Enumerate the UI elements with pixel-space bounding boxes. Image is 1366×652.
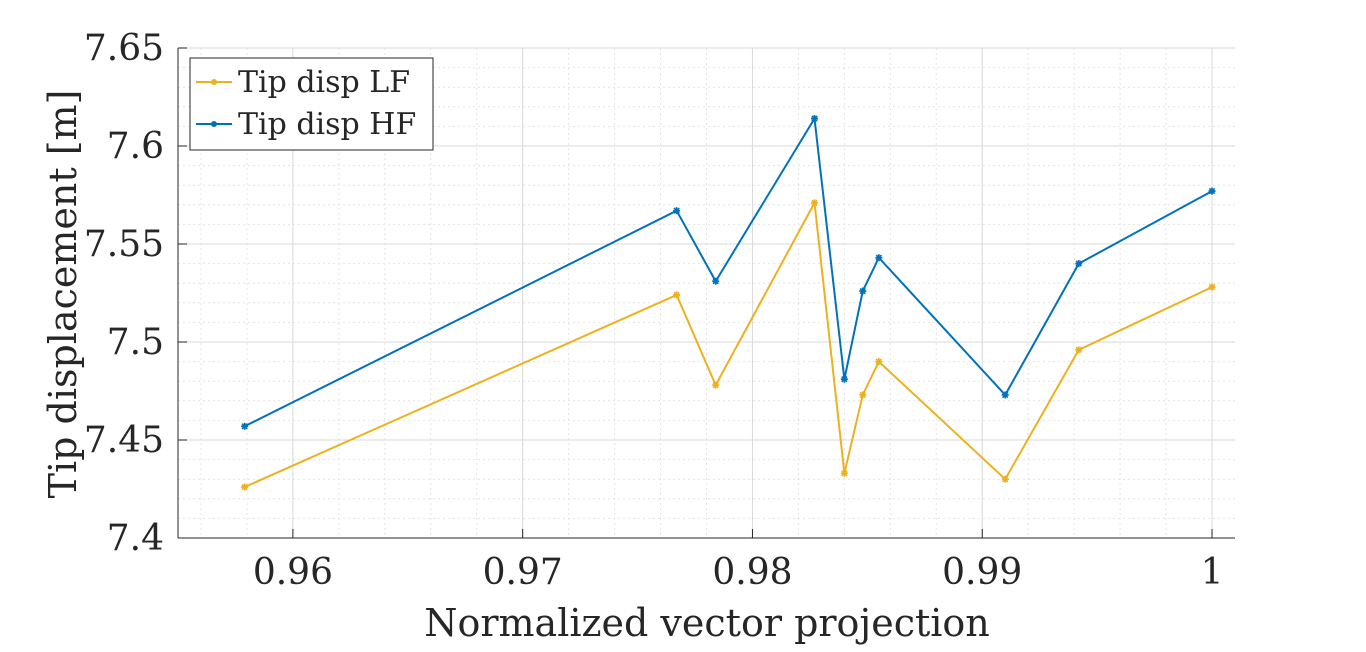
data-point [875, 358, 883, 366]
marker-stroke [673, 291, 680, 299]
marker-stroke [241, 483, 248, 491]
data-point [859, 287, 867, 295]
marker-stroke [841, 376, 848, 383]
legend-marker [211, 79, 217, 85]
marker-stroke [875, 254, 883, 261]
marker-stroke [811, 199, 818, 207]
legend-label: Tip disp LF [238, 65, 410, 100]
y-tick-label: 7.5 [107, 322, 164, 363]
data-point [241, 483, 249, 491]
data-point [673, 291, 681, 299]
data-point [712, 381, 720, 389]
marker-stroke [1075, 346, 1082, 354]
y-tick-label: 7.4 [107, 518, 164, 559]
data-point [875, 254, 883, 262]
x-tick-label: 1 [1201, 552, 1224, 593]
data-point [810, 199, 818, 207]
series-layer [241, 115, 1216, 491]
marker-stroke [1075, 260, 1082, 267]
marker-stroke [859, 391, 866, 399]
data-point [673, 207, 681, 215]
marker-stroke [1208, 283, 1216, 291]
y-tick-label: 7.55 [84, 224, 164, 265]
data-point [1001, 391, 1009, 399]
x-tick-label: 0.98 [712, 552, 792, 593]
data-point [712, 277, 720, 285]
marker-stroke [841, 470, 848, 477]
legend: Tip disp LF Tip disp HF [189, 57, 434, 151]
marker-stroke [875, 358, 883, 365]
y-tick-label: 7.45 [84, 420, 164, 461]
legend-box [189, 57, 434, 151]
x-axis-label: Normalized vector projection [424, 601, 990, 645]
marker-stroke [811, 115, 818, 122]
marker-stroke [712, 278, 719, 285]
data-point [1208, 283, 1216, 291]
marker-stroke [241, 423, 248, 430]
series-line-2 [244, 115, 1213, 428]
axes: 0.96 0.97 0.98 0.99 1 7.4 7.45 7.5 7.55 7.6 7.65 [84, 28, 1235, 593]
data-point [1075, 260, 1083, 268]
data-point [1075, 346, 1083, 354]
y-axis-label: Tip displacement [m] [41, 90, 85, 499]
marker-stroke [1002, 476, 1009, 483]
legend-item: Tip disp LF [196, 65, 410, 100]
marker-stroke [712, 381, 719, 389]
data-point [1001, 475, 1009, 483]
y-tick-label: 7.65 [84, 28, 164, 69]
data-point [810, 115, 818, 123]
x-tick-label: 0.97 [483, 552, 563, 593]
legend-label: Tip disp HF [238, 107, 416, 142]
marker-stroke [859, 287, 866, 295]
data-point [859, 391, 867, 399]
x-tick-label: 0.99 [942, 552, 1022, 593]
y-tick-label: 7.6 [107, 126, 164, 167]
legend-marker [211, 121, 217, 127]
data-point [1208, 187, 1216, 195]
data-point [241, 422, 249, 430]
marker-stroke [673, 207, 680, 214]
series-line-1 [244, 199, 1213, 488]
marker-stroke [1002, 391, 1009, 399]
data-point [840, 469, 848, 477]
marker-stroke [1208, 187, 1216, 195]
legend-item: Tip disp HF [196, 107, 416, 142]
x-tick-label: 0.96 [253, 552, 333, 593]
data-point [840, 375, 848, 383]
